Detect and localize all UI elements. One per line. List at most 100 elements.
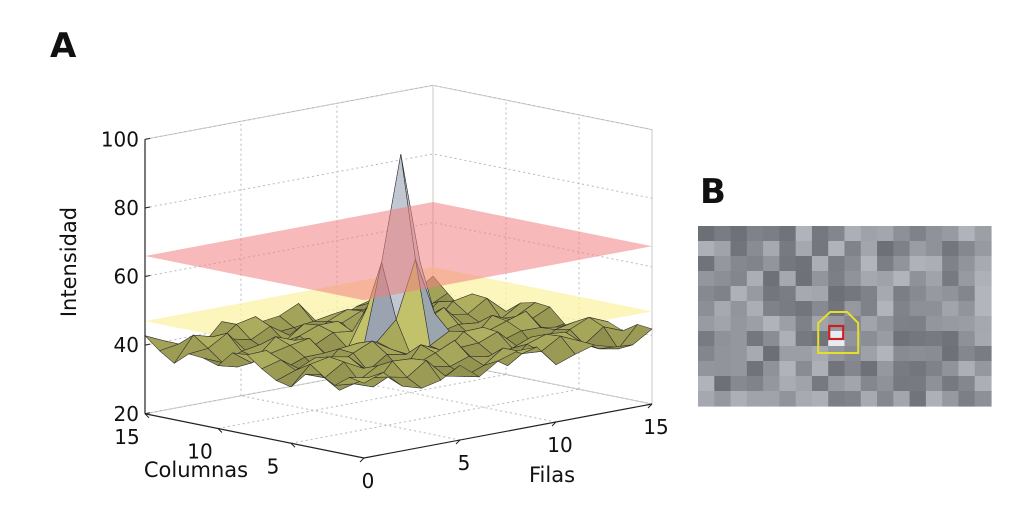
inset-pixel [714, 226, 732, 242]
inset-pixel [877, 331, 894, 347]
inset-pixel [763, 376, 780, 392]
inset-pixel [730, 346, 748, 362]
inset-pixel [714, 376, 732, 392]
inset-pixel [698, 316, 715, 332]
inset-pixel [942, 331, 960, 347]
inset-pixel [698, 346, 715, 362]
inset-pixel [942, 301, 960, 317]
inset-pixel [893, 391, 911, 407]
x-tick [455, 439, 461, 445]
inset-pixel [893, 331, 911, 347]
z-axis-label: Intensidad [57, 207, 81, 317]
inset-pixel [958, 391, 976, 407]
inset-pixel [828, 286, 846, 302]
inset-pixel [779, 391, 797, 407]
x-tick-label: 0 [362, 469, 375, 493]
inset-pixel [763, 241, 780, 257]
inset-pixel [763, 361, 780, 377]
inset-pixel [877, 391, 894, 407]
inset-pixel [877, 346, 894, 362]
inset-pixel [795, 361, 813, 377]
inset-pixel [942, 376, 960, 392]
inset-pixel [974, 241, 992, 257]
inset-pixel [746, 376, 764, 392]
inset-pixel [942, 346, 960, 362]
inset-pixel [795, 226, 813, 242]
inset-pixel [746, 271, 764, 287]
inset-pixel [698, 331, 715, 347]
inset-pixel [828, 361, 846, 377]
inset-pixel [877, 301, 894, 317]
inset-pixel [746, 346, 764, 362]
inset-pixel [844, 271, 862, 287]
inset-pixel [828, 226, 846, 242]
inset-pixel [860, 286, 878, 302]
z-gridline [144, 84, 653, 140]
inset-pixel [730, 286, 748, 302]
inset-pixel [942, 361, 960, 377]
inset-pixel [958, 301, 976, 317]
inset-pixel [942, 286, 960, 302]
inset-pixel [958, 331, 976, 347]
inset-pixel [714, 331, 732, 347]
pixel-inset [698, 226, 992, 407]
inset-pixel [746, 361, 764, 377]
inset-pixel [893, 226, 911, 242]
y-tick [217, 428, 223, 433]
inset-pixel [893, 271, 911, 287]
inset-pixel [860, 376, 878, 392]
inset-pixel [877, 271, 894, 287]
inset-pixel [779, 331, 797, 347]
inset-pixel [893, 241, 911, 257]
z-tick [144, 275, 151, 278]
inset-pixel [958, 226, 976, 242]
outer-detection-outline [817, 311, 860, 354]
inset-pixel [763, 316, 780, 332]
inset-pixel [925, 331, 943, 347]
inset-pixel [698, 361, 715, 377]
inset-pixel [974, 391, 992, 407]
inset-pixel [714, 241, 732, 257]
inset-pixel [925, 376, 943, 392]
inset-pixel [763, 301, 780, 317]
inset-pixel [763, 271, 780, 287]
y-tick [290, 442, 296, 448]
inset-pixel [698, 391, 715, 407]
inset-pixel [779, 346, 797, 362]
inset-pixel [746, 256, 764, 272]
inset-pixel [779, 361, 797, 377]
inset-pixel [828, 301, 846, 317]
inset-pixel [877, 376, 894, 392]
inset-pixel [714, 286, 732, 302]
inset-pixel [763, 331, 780, 347]
inset-pixel [811, 241, 829, 257]
inset-pixel [958, 346, 976, 362]
inset-pixel [844, 316, 862, 332]
inset-pixel [925, 241, 943, 257]
inset-pixel [746, 331, 764, 347]
inset-pixel [730, 316, 748, 332]
inset-pixel [828, 316, 846, 332]
inset-pixel [746, 391, 764, 407]
x-tick-label: 15 [643, 415, 668, 439]
inset-pixel [811, 391, 829, 407]
inset-pixel [795, 286, 813, 302]
inset-pixel [795, 271, 813, 287]
threshold-plane-66 [145, 202, 652, 301]
inset-pixel [763, 391, 780, 407]
z-tick-label: 100 [101, 127, 139, 151]
inset-pixel [730, 241, 748, 257]
inset-pixel [714, 271, 732, 287]
inset-pixel [698, 256, 715, 272]
inset-pixel [698, 286, 715, 302]
inset-pixel [974, 256, 992, 272]
inset-pixel [730, 301, 748, 317]
panel-label-b: B [700, 172, 726, 212]
inset-pixel [828, 271, 846, 287]
inset-pixel [909, 241, 927, 257]
x-axis-label: Filas [529, 463, 575, 487]
inset-pixel [860, 271, 878, 287]
inset-pixel [958, 271, 976, 287]
inset-pixel [925, 271, 943, 287]
z-tick-label: 20 [114, 402, 139, 426]
